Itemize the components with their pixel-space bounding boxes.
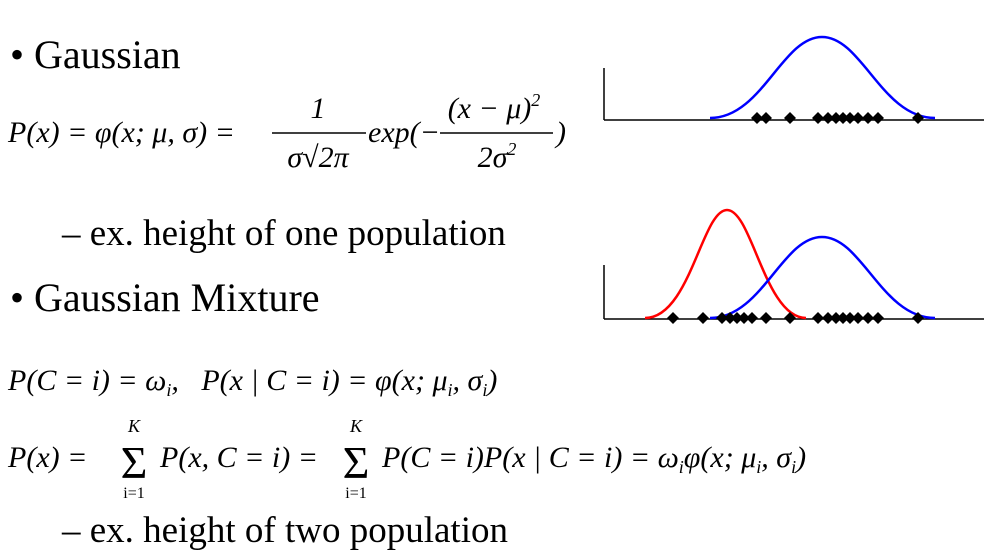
denominator: 2σ2 xyxy=(478,139,517,174)
subscript: i xyxy=(166,380,171,400)
subscript: i xyxy=(791,457,796,477)
numerator: (x − μ)2 xyxy=(448,90,541,125)
formula-text: P(C = i)P(x | C = i) = ω xyxy=(381,441,679,474)
formula-text: , P(x | C = i) = φ(x; μ xyxy=(171,364,447,397)
formula-text: ) xyxy=(794,441,806,474)
formula-lhs: P(x) = φ(x; μ, σ) = xyxy=(7,116,235,149)
point xyxy=(760,312,772,324)
points xyxy=(751,112,924,124)
point xyxy=(784,112,796,124)
sub-item: – ex. height of one population xyxy=(61,213,506,254)
formula-text: ) xyxy=(554,116,566,149)
denominator: σ√2π xyxy=(287,141,349,174)
formula-text: , σ xyxy=(761,441,792,474)
formula-text: (x − μ) xyxy=(448,92,532,125)
illustration xyxy=(603,35,984,124)
sum-limit: K xyxy=(349,416,363,436)
point xyxy=(872,112,884,124)
formula-text: 2σ xyxy=(478,141,509,174)
sum-limit: K xyxy=(127,416,141,436)
formula-text: exp(− xyxy=(368,116,440,149)
subscript: i xyxy=(756,457,761,477)
subscript: i xyxy=(448,380,453,400)
superscript: 2 xyxy=(531,90,540,110)
bullet: • Gaussian Mixture xyxy=(10,275,320,320)
subscript: i xyxy=(679,457,684,477)
curve xyxy=(709,35,936,120)
subscript: i xyxy=(482,380,487,400)
point xyxy=(760,112,772,124)
point xyxy=(697,312,709,324)
point xyxy=(667,312,679,324)
point xyxy=(872,312,884,324)
formula: P(C = i) = ωi, P(x | C = i) = φ(x; μi, σ… xyxy=(7,364,497,400)
formula-text: P(x) = xyxy=(7,441,87,474)
formula: P(C = i)P(x | C = i) = ωiφ(x; μi, σi) xyxy=(381,441,806,477)
sum-limit: i=1 xyxy=(123,485,144,502)
sub-item: – ex. height of two population xyxy=(61,510,508,551)
numerator: 1 xyxy=(311,92,326,125)
bullet: • Gaussian xyxy=(10,32,181,77)
formula-text: P(x, C = i) = xyxy=(159,441,318,474)
formula-text: ) xyxy=(485,364,497,397)
point xyxy=(746,312,758,324)
sum-limit: i=1 xyxy=(345,485,366,502)
curve xyxy=(644,208,807,320)
formula-text: P(C = i) = ω xyxy=(7,364,166,397)
formula-text: φ(x; μ xyxy=(684,441,756,474)
illustration xyxy=(603,208,984,324)
superscript: 2 xyxy=(507,139,516,159)
sum-sign: Σ xyxy=(121,437,148,488)
points xyxy=(667,312,924,324)
formula-text: , σ xyxy=(453,364,484,397)
curve xyxy=(709,235,936,320)
sum-sign: Σ xyxy=(343,437,370,488)
